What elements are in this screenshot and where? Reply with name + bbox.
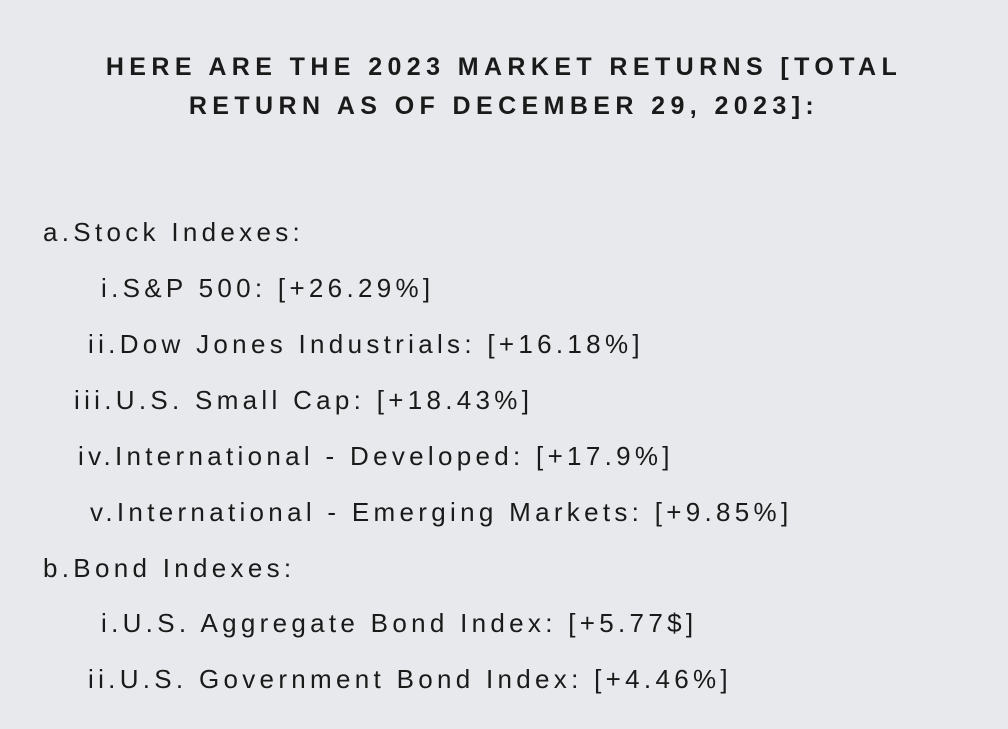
section-stock-indexes: a.Stock Indexes: bbox=[43, 216, 304, 248]
list-item-aggregate-bond: i.U.S. Aggregate Bond Index: [+5.77$] bbox=[101, 607, 697, 639]
item-text: International - Developed: [+17.9%] bbox=[114, 441, 674, 471]
item-text: Dow Jones Industrials: [+16.18%] bbox=[119, 329, 644, 359]
section-marker: a. bbox=[43, 217, 74, 247]
item-marker: v. bbox=[90, 497, 117, 527]
section-marker: b. bbox=[43, 553, 74, 583]
title-line-1: HERE ARE THE 2023 MARKET RETURNS [TOTAL bbox=[105, 53, 903, 81]
list-item-intl-developed: iv.International - Developed: [+17.9%] bbox=[78, 440, 674, 472]
list-item-small-cap: iii.U.S. Small Cap: [+18.43%] bbox=[74, 384, 533, 416]
item-marker: i. bbox=[101, 608, 123, 638]
section-label: Stock Indexes: bbox=[73, 217, 305, 247]
list-item-sp500: i.S&P 500: [+26.29%] bbox=[101, 272, 434, 304]
item-text: U.S. Small Cap: [+18.43%] bbox=[115, 385, 534, 415]
list-item-government-bond: ii.U.S. Government Bond Index: [+4.46%] bbox=[88, 663, 732, 695]
item-marker: iv. bbox=[78, 441, 115, 471]
item-text: S&P 500: [+26.29%] bbox=[122, 273, 435, 303]
list-item-dow-jones: ii.Dow Jones Industrials: [+16.18%] bbox=[88, 328, 644, 360]
item-marker: ii. bbox=[88, 664, 120, 694]
item-marker: iii. bbox=[74, 385, 116, 415]
item-text: International - Emerging Markets: [+9.85… bbox=[116, 497, 793, 527]
item-marker: i. bbox=[101, 273, 123, 303]
item-marker: ii. bbox=[88, 329, 120, 359]
document-title: HERE ARE THE 2023 MARKET RETURNS [TOTAL … bbox=[0, 48, 1008, 126]
list-item-intl-emerging: v.International - Emerging Markets: [+9.… bbox=[90, 496, 792, 528]
title-line-2: RETURN AS OF DECEMBER 29, 2023]: bbox=[188, 92, 820, 120]
section-bond-indexes: b.Bond Indexes: bbox=[43, 552, 295, 584]
section-label: Bond Indexes: bbox=[73, 553, 296, 583]
item-text: U.S. Government Bond Index: [+4.46%] bbox=[119, 664, 732, 694]
item-text: U.S. Aggregate Bond Index: [+5.77$] bbox=[122, 608, 698, 638]
